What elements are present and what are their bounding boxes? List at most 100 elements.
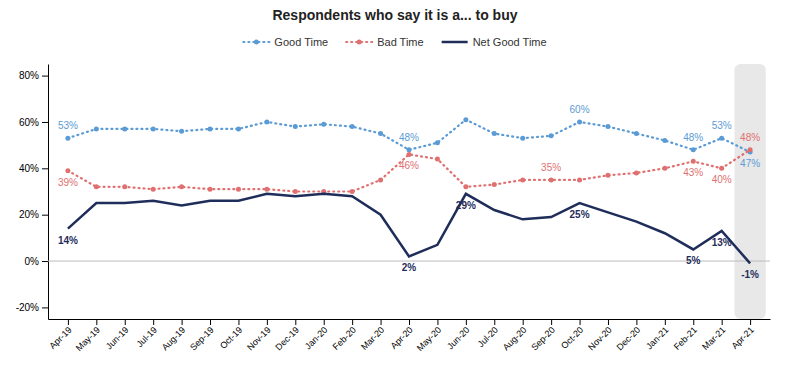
series-point [179,129,184,134]
x-tick-mark [437,319,438,325]
series-point [179,184,184,189]
x-tick-label: Jan-20 [303,325,330,352]
x-tick: Feb-21 [672,319,699,352]
latest-highlight [734,64,765,319]
y-axis-line [48,65,49,320]
y-tick: 20% [19,209,48,220]
series-point [236,126,241,131]
legend-label: Net Good Time [473,36,547,48]
y-tick-mark [42,215,48,216]
series-point [463,117,468,122]
x-tick-label: Jun-20 [445,325,472,352]
x-tick-label: Nov-19 [245,325,273,353]
data-label: 14% [58,235,78,246]
chart-svg: Respondents who say it is a... to buy -20… [0,0,790,369]
series-point [94,126,99,131]
x-tick-label: Oct-19 [218,325,244,351]
series-point [577,119,582,124]
data-label: 5% [686,255,701,266]
x-tick-mark [210,319,211,325]
x-tick-label: Feb-20 [331,325,358,352]
x-tick-mark [693,319,694,325]
series-point [435,157,440,162]
series-point [492,182,497,187]
series-point [662,138,667,143]
x-tick: Jan-21 [644,319,671,351]
x-tick: Jul-19 [134,319,158,349]
x-tick-mark [295,319,296,325]
x-tick: Sep-19 [188,319,216,352]
x-tick-mark [182,319,183,325]
x-axis: Apr-19May-19Jun-19Jul-19Aug-19Sep-19Oct-… [47,319,770,353]
series-point [407,152,412,157]
series-point [122,184,127,189]
y-tick-mark [42,168,48,169]
series-point [208,187,213,192]
series-point [378,131,383,136]
x-tick-label: Sep-20 [529,325,557,353]
series-point [492,131,497,136]
legend-item: Net Good Time [442,36,547,48]
legend-marker [357,40,362,45]
plot-area: -20%0%20%40%60%80%Apr-19May-19Jun-19Jul-… [16,64,771,353]
series-line [68,194,750,264]
x-tick-label: Sep-19 [188,325,216,353]
x-tick: Apr-20 [389,319,415,351]
x-tick: Apr-21 [730,319,756,351]
series-point [122,126,127,131]
x-tick-mark [267,319,268,325]
data-label: 53% [58,120,78,131]
x-tick-label: Jan-21 [644,325,671,352]
data-labels: 53%48%60%48%53%47%39%46%35%43%40%48%14%2… [58,104,760,280]
series-line [68,120,750,152]
x-tick: Jan-20 [303,319,330,351]
x-tick: Dec-19 [273,319,301,352]
x-tick-label: Apr-20 [389,325,415,351]
series-point [435,140,440,145]
data-label: -1% [741,269,759,280]
x-tick-mark [125,319,126,325]
y-tick-label: 60% [19,117,39,128]
series-point [65,168,70,173]
x-tick: Nov-20 [586,319,614,352]
data-label: 60% [570,104,590,115]
y-tick-mark [42,307,48,308]
series-point [691,159,696,164]
y-tick: 80% [19,70,48,81]
title: Respondents who say it is a... to buy [272,7,517,23]
x-tick-mark [580,319,581,325]
x-tick-mark [238,319,239,325]
series-point [605,173,610,178]
x-tick: Nov-19 [245,319,273,352]
x-tick: May-19 [74,319,102,353]
series-point [520,177,525,182]
series-point [407,147,412,152]
data-label: 48% [399,132,419,143]
x-tick-mark [381,319,382,325]
x-tick-mark [523,319,524,325]
legend-label: Bad Time [377,36,423,48]
y-tick-label: 40% [19,163,39,174]
x-tick: Oct-19 [218,319,244,351]
series-point [151,187,156,192]
y-axis: -20%0%20%40%60%80% [16,65,49,320]
y-tick-mark [42,122,48,123]
y-tick-label: -20% [16,302,39,313]
legend-marker [254,40,259,45]
x-tick: Mar-21 [700,319,727,352]
data-label: 47% [740,158,760,169]
x-tick-mark [466,319,467,325]
x-tick-mark [153,319,154,325]
series-point [264,119,269,124]
data-label: 35% [541,162,561,173]
data-label: 2% [402,262,417,273]
x-tick-mark [324,319,325,325]
x-tick-label: Aug-20 [501,325,529,353]
x-tick-label: Aug-19 [160,325,188,353]
x-tick-mark [636,319,637,325]
series-point [719,136,724,141]
legend-item: Good Time [243,36,328,48]
series-point [321,122,326,127]
x-tick-label: Mar-20 [359,325,386,352]
x-tick-label: Apr-21 [730,325,756,351]
